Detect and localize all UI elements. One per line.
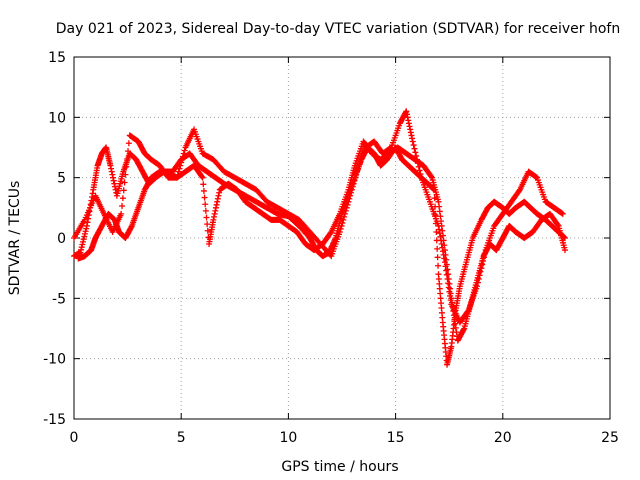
data-point (412, 149, 419, 156)
x-tick-label: 25 (601, 430, 619, 446)
axis-ticks (73, 56, 611, 420)
data-point (125, 140, 132, 147)
data-point (416, 167, 423, 174)
data-point (120, 187, 127, 194)
data-point (201, 194, 208, 201)
x-axis-label: GPS time / hours (281, 459, 398, 475)
data-point (121, 179, 128, 186)
data-point (118, 210, 125, 217)
data-point (122, 171, 129, 178)
data-point (417, 171, 424, 178)
data-point (435, 262, 442, 269)
data-point (119, 195, 126, 202)
data-point (561, 247, 568, 254)
data-point (428, 173, 435, 180)
data-point (411, 145, 418, 152)
data-point (350, 180, 357, 187)
data-point (410, 142, 417, 149)
data-point (180, 150, 187, 157)
data-point (204, 227, 211, 234)
data-point (337, 225, 344, 232)
x-tick-label: 20 (494, 430, 512, 446)
data-point (554, 221, 561, 228)
data-point (559, 210, 566, 217)
data-point (336, 228, 343, 235)
y-tick-label: -10 (43, 352, 66, 368)
data-point (202, 207, 209, 214)
data-point (198, 173, 205, 180)
data-point (339, 219, 346, 226)
data-point (179, 153, 186, 160)
chart-title: Day 021 of 2023, Sidereal Day-to-day VTE… (56, 21, 620, 37)
data-point (434, 254, 441, 261)
data-point (202, 201, 209, 208)
data-point (342, 210, 349, 217)
data-point (178, 159, 185, 166)
data-point (124, 155, 131, 162)
data-point (347, 192, 354, 199)
y-tick-label: -5 (52, 291, 66, 307)
y-axis-label: SDTVAR / TECUs (7, 181, 23, 296)
data-point (199, 174, 206, 181)
data-point (204, 221, 211, 228)
data-point (203, 214, 210, 221)
x-tick-labels: 0 5 10 15 20 25 (70, 430, 619, 446)
data-point (409, 138, 416, 145)
data-point (176, 165, 183, 172)
series-sat-b (71, 108, 566, 326)
data-point (342, 207, 349, 214)
data-point (177, 162, 184, 169)
data-point (327, 230, 334, 237)
data-point (123, 163, 130, 170)
data-markers (71, 108, 568, 368)
x-tick-label: 5 (177, 430, 186, 446)
y-tick-label: 0 (57, 231, 66, 247)
y-tick-label: 5 (57, 171, 66, 187)
y-tick-label: 10 (48, 110, 66, 126)
series-sat-c (75, 138, 568, 344)
x-tick-label: 15 (387, 430, 405, 446)
data-point (516, 187, 523, 194)
y-tick-label: 15 (48, 50, 66, 66)
data-point (338, 222, 345, 229)
data-point (343, 204, 350, 211)
data-point (200, 181, 207, 188)
x-tick-label: 0 (70, 430, 79, 446)
x-tick-label: 10 (279, 430, 297, 446)
data-point (200, 187, 207, 194)
data-point (119, 203, 126, 210)
data-point (340, 216, 347, 223)
data-point (181, 147, 188, 154)
data-point (434, 245, 441, 252)
data-point (125, 148, 132, 155)
y-tick-label: -15 (43, 412, 66, 428)
data-point (341, 213, 348, 220)
data-point (179, 156, 186, 163)
y-tick-labels: -15 -10 -5 0 5 10 15 (43, 50, 66, 428)
